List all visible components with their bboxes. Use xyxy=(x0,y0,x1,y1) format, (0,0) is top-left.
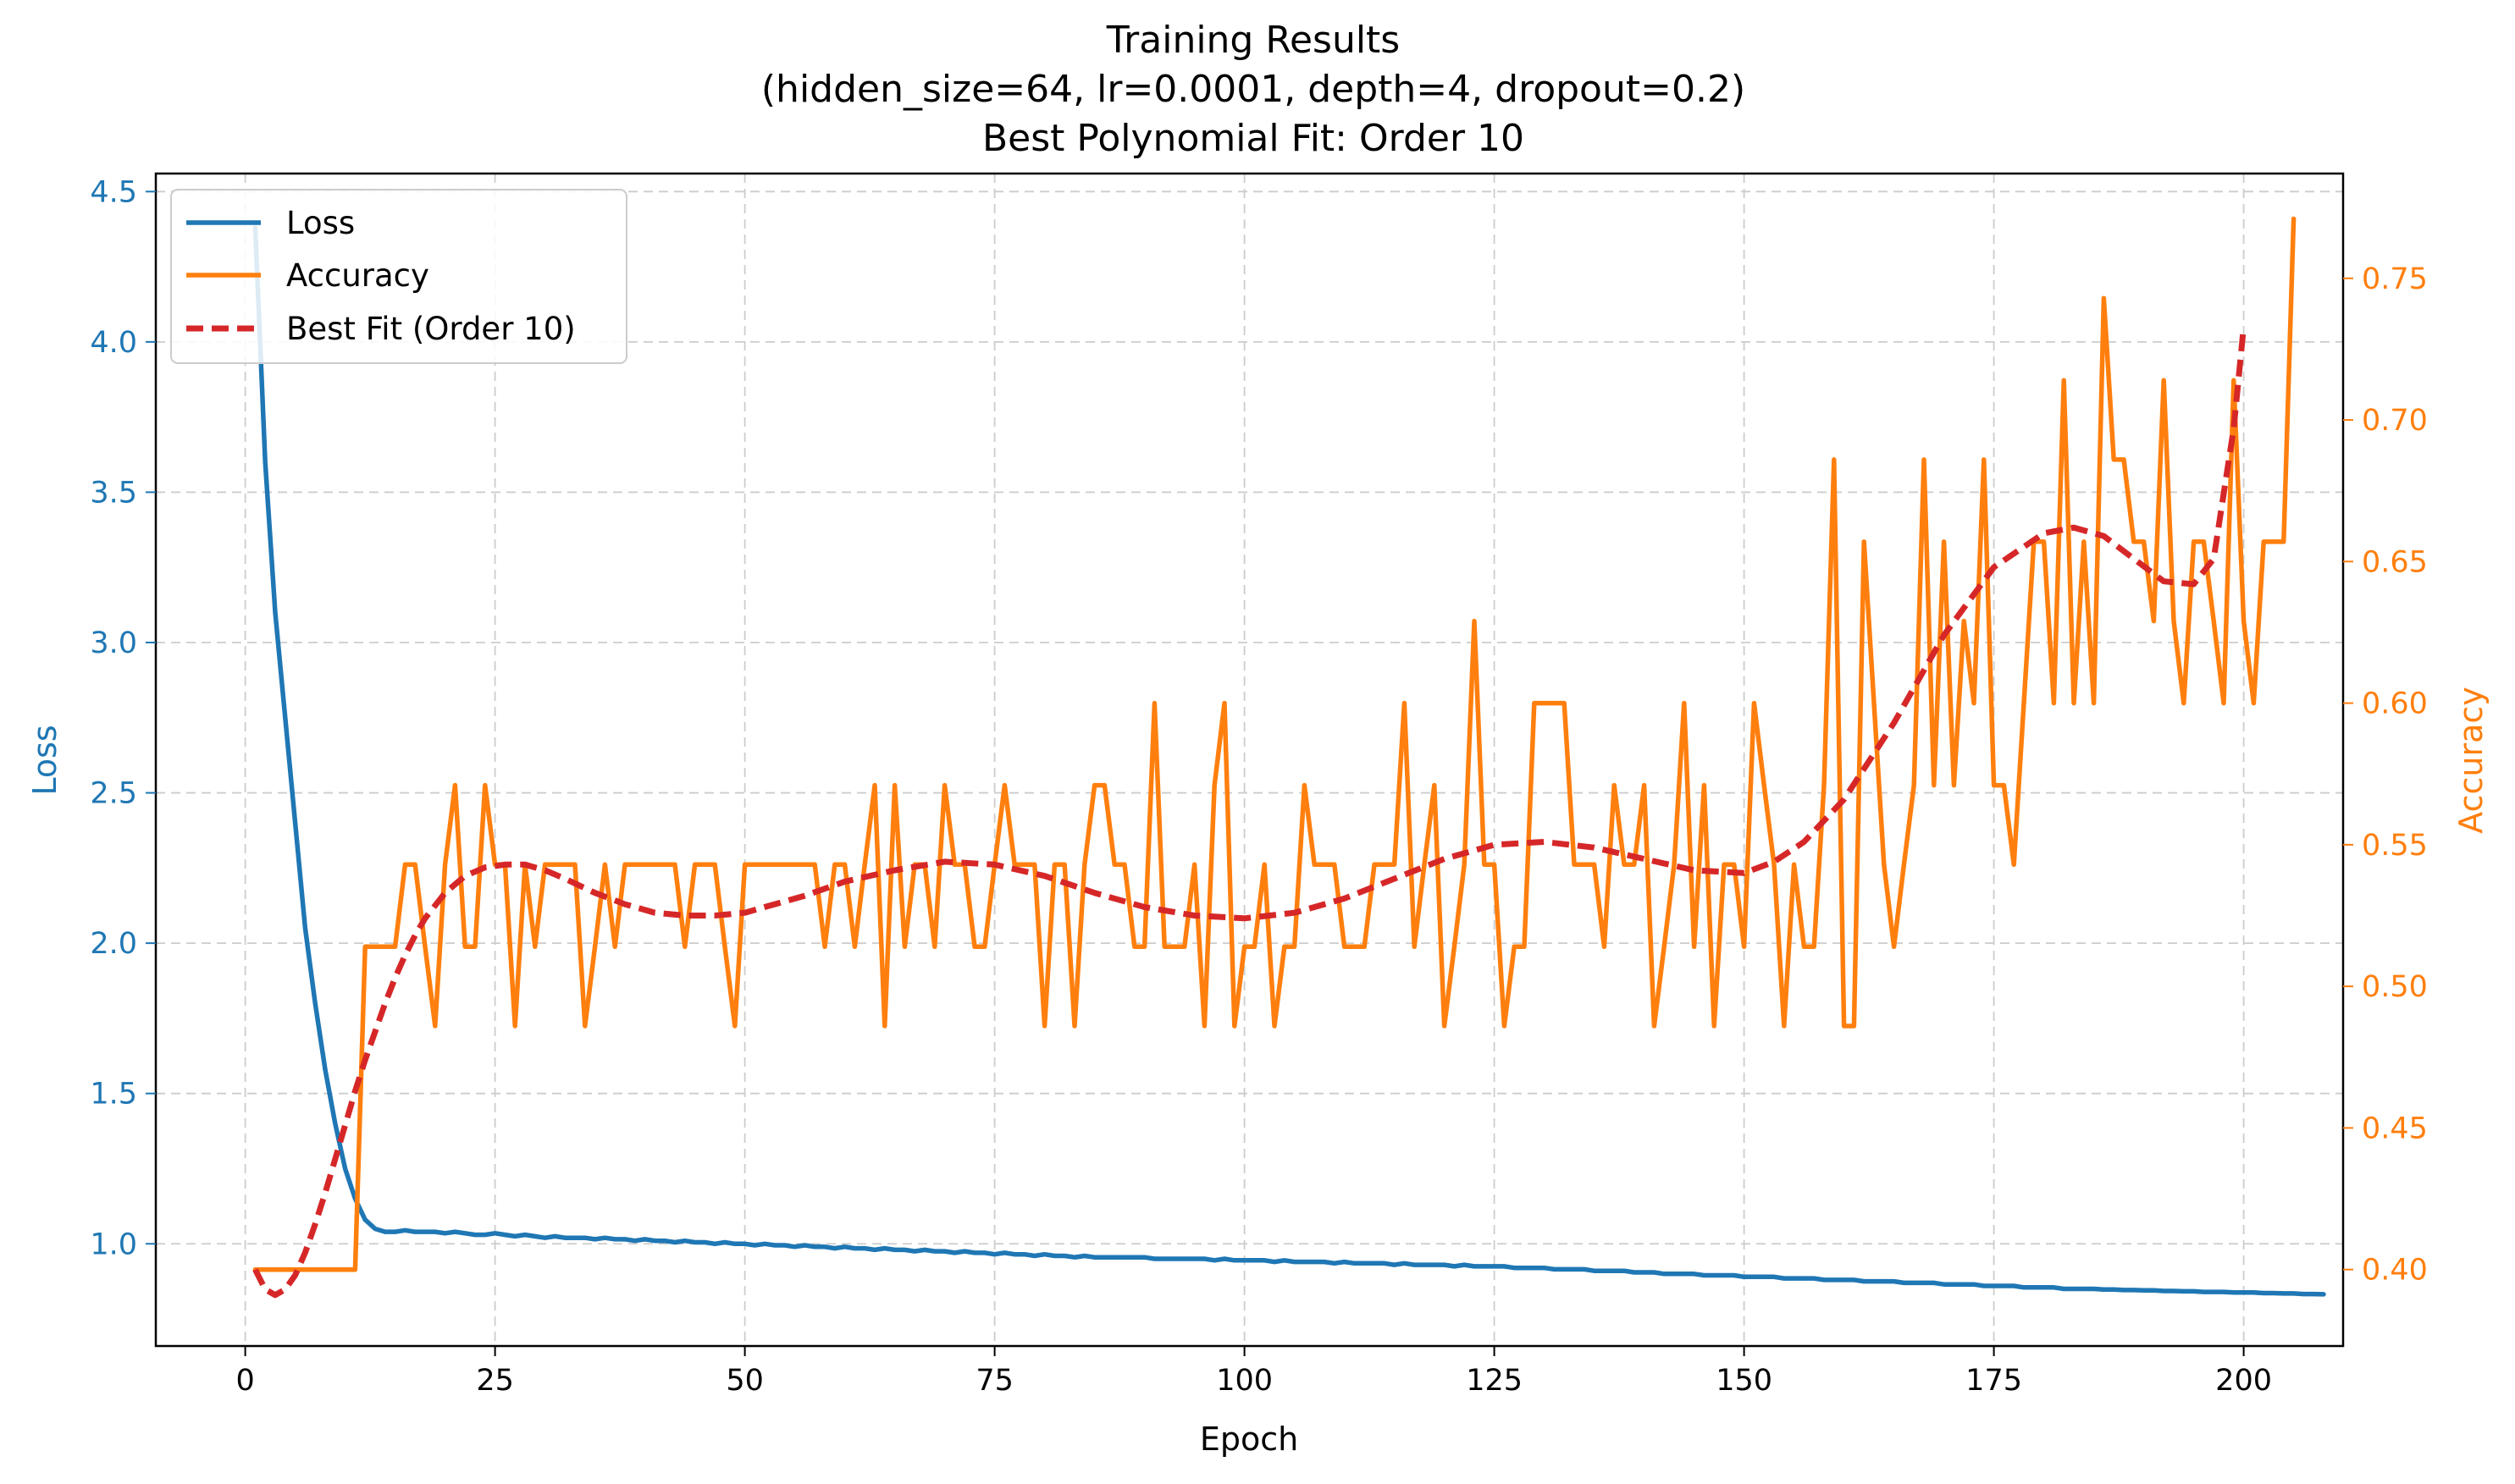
y-left-tick-label-0: 1.0 xyxy=(90,1227,137,1261)
y-axis-left-label: Loss xyxy=(26,725,64,795)
y-right-tick-label-4: 0.60 xyxy=(2362,687,2428,721)
y-left-tick-label-4: 3.0 xyxy=(90,626,137,660)
y-left-tick-label-5: 3.5 xyxy=(90,476,137,510)
x-tick-label-5: 125 xyxy=(1466,1364,1523,1398)
plot-frame xyxy=(154,172,2345,1348)
y-left-tick-label-6: 4.0 xyxy=(90,326,137,360)
chart-title-line-2: (hidden_size=64, lr=0.0001, depth=4, dro… xyxy=(761,68,1745,111)
y-right-tick-label-6: 0.70 xyxy=(2362,404,2428,438)
y-left-tick-label-1: 1.5 xyxy=(90,1078,137,1112)
loss-line xyxy=(252,225,2326,1297)
legend-box xyxy=(170,189,627,364)
x-tick-label-1: 25 xyxy=(476,1364,514,1398)
accuracy-line xyxy=(252,216,2297,1272)
y-right-tick-label-2: 0.50 xyxy=(2362,970,2428,1004)
x-tick-label-0: 0 xyxy=(235,1364,254,1398)
y-right-tick-label-3: 0.55 xyxy=(2362,829,2428,863)
legend-label-accuracy: Accuracy xyxy=(286,257,429,294)
x-tick-label-2: 50 xyxy=(726,1364,764,1398)
chart-title: Training Results (hidden_size=64, lr=0.0… xyxy=(761,19,1745,160)
x-tick-label-3: 75 xyxy=(976,1364,1014,1398)
x-tick-label-7: 175 xyxy=(1965,1364,2022,1398)
y-left-tick-label-2: 2.0 xyxy=(90,927,137,961)
legend-label-loss: Loss xyxy=(286,205,355,241)
y-right-tick-label-0: 0.40 xyxy=(2362,1254,2428,1288)
x-axis: 0 25 50 75 100 125 150 175 200 xyxy=(235,1346,2272,1398)
chart-title-line-1: Training Results xyxy=(1106,19,1400,62)
x-tick-label-4: 100 xyxy=(1216,1364,1273,1398)
y-axis-right-label: Accuracy xyxy=(2452,687,2490,834)
legend: Loss Accuracy Best Fit (Order 10) xyxy=(170,189,627,364)
y-left-tick-label-3: 2.5 xyxy=(90,777,137,811)
chart-title-line-3: Best Polynomial Fit: Order 10 xyxy=(982,117,1524,160)
y-left-tick-label-7: 4.5 xyxy=(90,175,137,209)
y-right-tick-label-1: 0.45 xyxy=(2362,1112,2428,1145)
y-right-tick-label-5: 0.65 xyxy=(2362,545,2428,579)
series-layer xyxy=(252,216,2326,1299)
x-axis-label: Epoch xyxy=(1200,1421,1298,1458)
gridlines xyxy=(156,174,2343,1346)
legend-label-best-fit: Best Fit (Order 10) xyxy=(286,311,576,347)
x-tick-label-6: 150 xyxy=(1716,1364,1772,1398)
y-right-tick-label-7: 0.75 xyxy=(2362,262,2428,296)
y-axis-accuracy: 0.40 0.45 0.50 0.55 0.60 0.65 0.70 0.75 xyxy=(2343,262,2428,1288)
best-fit-line xyxy=(252,326,2247,1299)
x-tick-label-8: 200 xyxy=(2215,1364,2272,1398)
y-axis-loss: 1.0 1.5 2.0 2.5 3.0 3.5 4.0 4.5 xyxy=(90,175,156,1261)
